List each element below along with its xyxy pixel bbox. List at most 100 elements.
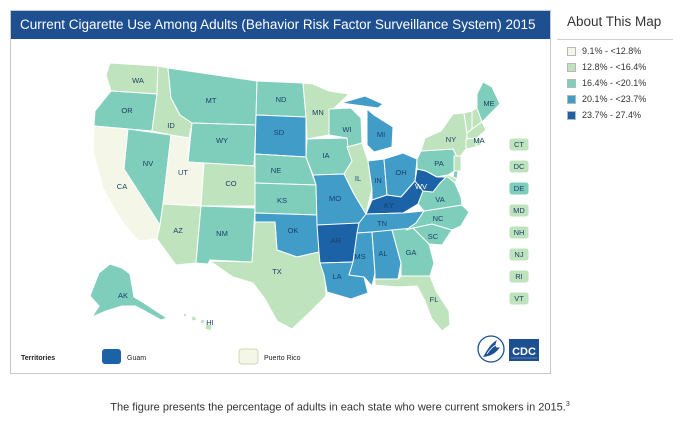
label-ME: ME: [483, 99, 494, 108]
label-NM: NM: [216, 229, 228, 238]
legend-item: 9.1% - <12.8%: [557, 44, 673, 60]
label-ID: ID: [167, 121, 175, 130]
label-VA: VA: [435, 195, 444, 204]
box-label-MD: MD: [513, 206, 525, 215]
label-SC: SC: [428, 232, 439, 241]
label-IN: IN: [374, 176, 382, 185]
territory-guam-label: Guam: [127, 355, 146, 362]
label-UT: UT: [178, 168, 188, 177]
state-RI[interactable]: [475, 137, 482, 148]
hhs-eagle-icon: [477, 335, 505, 363]
label-CA: CA: [117, 182, 127, 191]
label-KY: KY: [384, 201, 394, 210]
cdc-logo-text: CDC: [512, 346, 536, 358]
label-KS: KS: [277, 196, 287, 205]
legend-label: 9.1% - <12.8%: [582, 46, 642, 56]
label-LA: LA: [332, 272, 341, 281]
box-DC[interactable]: DC: [508, 159, 530, 174]
legend-swatch: [567, 111, 576, 120]
label-AZ: AZ: [173, 226, 183, 235]
label-NC: NC: [433, 214, 444, 223]
figure-caption: The figure presents the percentage of ad…: [0, 401, 680, 414]
box-label-DC: DC: [514, 162, 525, 171]
map-title-bar: Current Cigarette Use Among Adults (Beha…: [11, 11, 550, 39]
legend-label: 20.1% - <23.7%: [582, 94, 647, 104]
state-HI[interactable]: [182, 312, 213, 332]
label-AL: AL: [378, 249, 387, 258]
label-NV: NV: [143, 159, 153, 168]
legend-swatch: [567, 63, 576, 72]
legend-divider: [557, 39, 673, 40]
label-MS: MS: [354, 252, 365, 261]
label-OR: OR: [121, 106, 133, 115]
legend-swatch: [567, 47, 576, 56]
label-NY: NY: [446, 135, 456, 144]
state-TX[interactable]: [209, 221, 327, 330]
territory-guam[interactable]: Guam: [102, 349, 146, 364]
label-HI: HI: [206, 318, 214, 327]
legend-item: 12.8% - <16.4%: [557, 60, 673, 76]
box-MD[interactable]: MD: [508, 203, 530, 218]
label-MN: MN: [312, 108, 324, 117]
box-label-CT: CT: [514, 140, 524, 149]
label-AR: AR: [331, 236, 342, 245]
label-MI: MI: [377, 130, 385, 139]
state-MI[interactable]: [340, 95, 394, 153]
label-OH: OH: [395, 168, 406, 177]
legend-label: 16.4% - <20.1%: [582, 78, 647, 88]
legend-swatch: [567, 79, 576, 88]
label-PA: PA: [434, 159, 443, 168]
label-WV: WV: [415, 182, 427, 191]
box-CT[interactable]: CT: [508, 137, 530, 152]
state-AK[interactable]: [89, 263, 168, 321]
territory-puerto-rico-swatch: [238, 348, 259, 365]
box-label-VT: VT: [514, 294, 524, 303]
legend-panel: About This Map 9.1% - <12.8% 12.8% - <16…: [557, 10, 673, 124]
legend-item: 16.4% - <20.1%: [557, 76, 673, 92]
caption-text: The figure presents the percentage of ad…: [110, 401, 566, 414]
box-NJ[interactable]: NJ: [508, 247, 530, 262]
caption-footnote: 3: [565, 401, 570, 408]
territory-puerto-rico-label: Puerto Rico: [264, 355, 301, 362]
state-FL[interactable]: [374, 275, 451, 332]
box-label-RI: RI: [515, 272, 523, 281]
legend-item: 23.7% - 27.4%: [557, 108, 673, 124]
map-title: Current Cigarette Use Among Adults (Beha…: [20, 17, 536, 32]
label-MO: MO: [329, 194, 341, 203]
box-NH[interactable]: NH: [508, 225, 530, 240]
label-AK: AK: [118, 291, 128, 300]
label-IA: IA: [322, 151, 329, 160]
label-TN: TN: [377, 219, 387, 228]
cdc-logo: CDC: [509, 339, 539, 361]
label-WY: WY: [216, 136, 228, 145]
box-RI[interactable]: RI: [508, 269, 530, 284]
label-ND: ND: [276, 95, 287, 104]
legend-item: 20.1% - <23.7%: [557, 92, 673, 108]
legend-list: 9.1% - <12.8% 12.8% - <16.4% 16.4% - <20…: [557, 44, 673, 124]
territory-puerto-rico[interactable]: Puerto Rico: [238, 348, 301, 365]
box-DE[interactable]: DE: [508, 181, 530, 196]
label-OK: OK: [288, 226, 299, 235]
legend-label: 12.8% - <16.4%: [582, 62, 647, 72]
box-VT[interactable]: VT: [508, 291, 530, 306]
label-TX: TX: [272, 267, 282, 276]
label-FL: FL: [430, 295, 439, 304]
state-NJ[interactable]: [453, 155, 462, 172]
map-panel: Current Cigarette Use Among Adults (Beha…: [10, 10, 551, 374]
label-CO: CO: [225, 179, 236, 188]
label-WA: WA: [132, 76, 144, 85]
label-NE: NE: [271, 166, 281, 175]
territories-label: Territories: [21, 355, 55, 362]
territory-guam-swatch: [102, 349, 121, 364]
legend-label: 23.7% - 27.4%: [582, 110, 642, 120]
state-NC[interactable]: [405, 204, 470, 231]
label-WI: WI: [342, 125, 351, 134]
legend-title: About This Map: [567, 14, 662, 29]
box-label-DE: DE: [514, 184, 524, 193]
label-IL: IL: [355, 174, 361, 183]
box-label-NJ: NJ: [514, 250, 523, 259]
state-MD[interactable]: [436, 174, 458, 184]
label-MA: MA: [473, 136, 484, 145]
box-label-NH: NH: [514, 228, 525, 237]
legend-swatch: [567, 95, 576, 104]
